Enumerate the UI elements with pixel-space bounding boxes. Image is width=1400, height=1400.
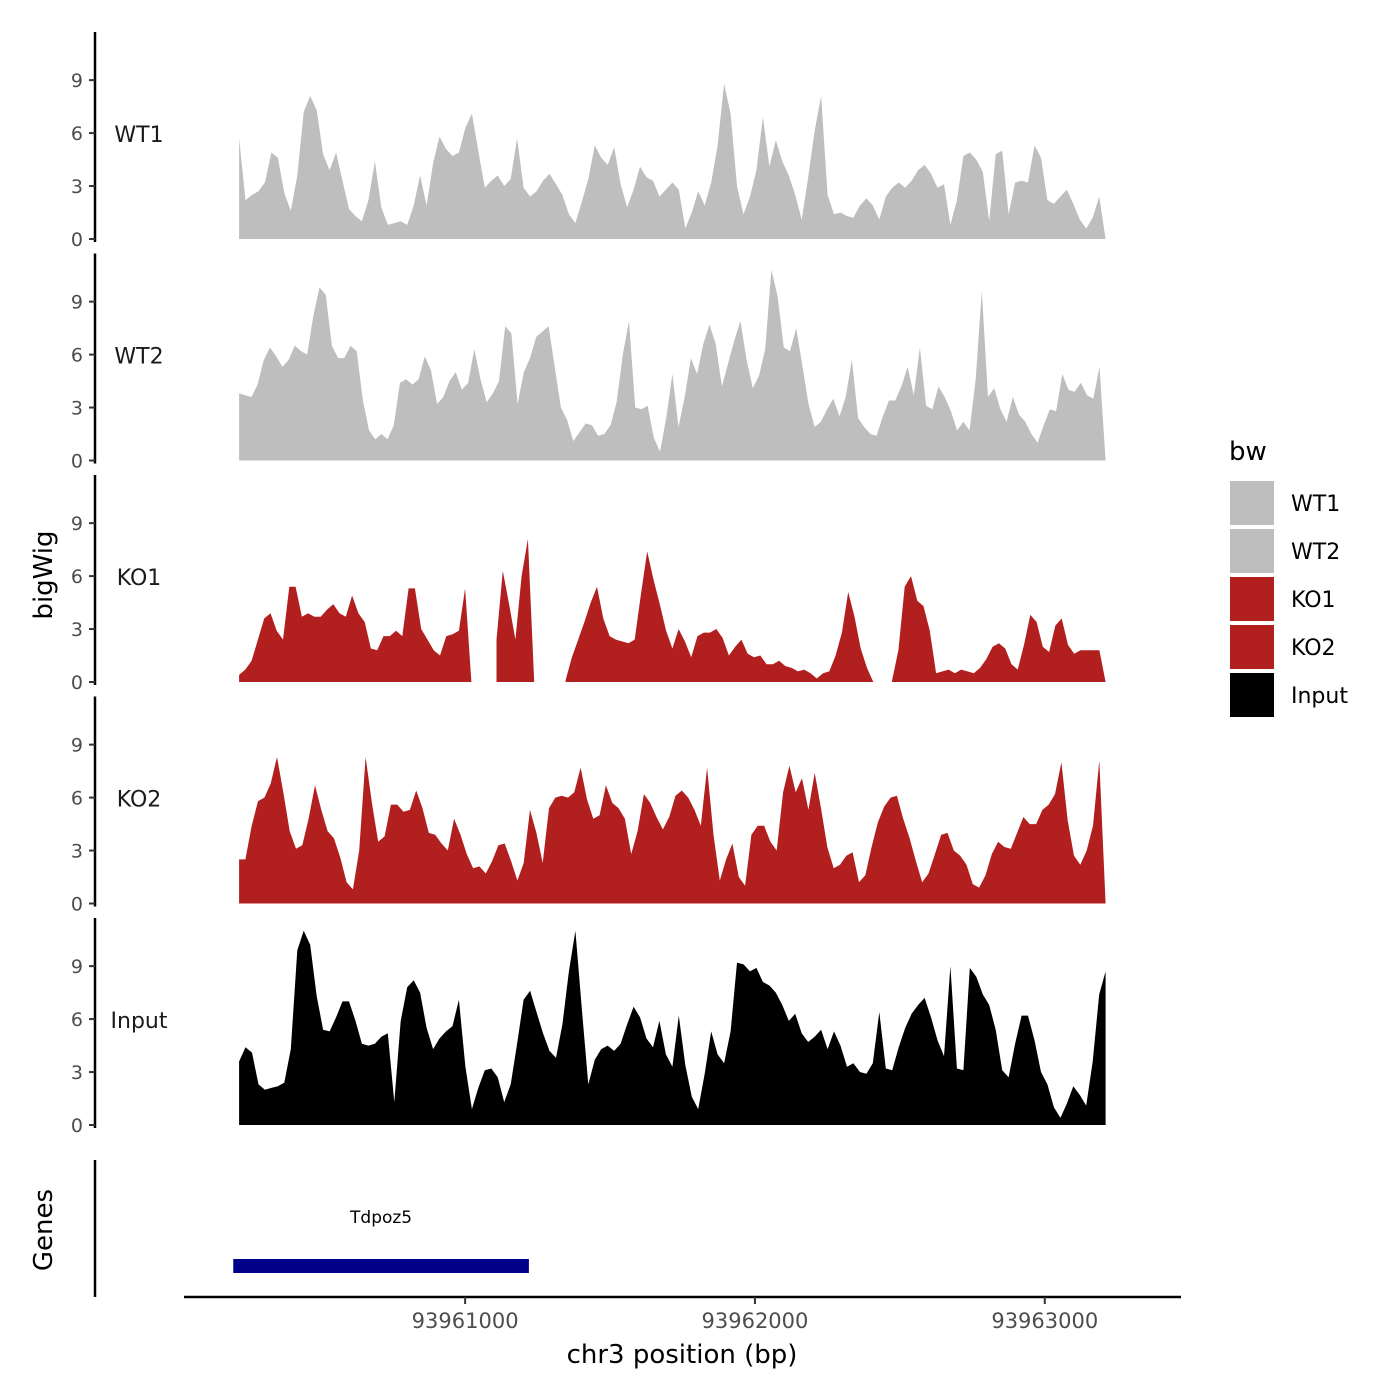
coverage-panels: 0 3 6 9 WT1 0 3 6 9 WT2 0 3 6 9 KO1 0 3 6 9 KO2 0 3 6 9 Input [71, 32, 1106, 1137]
genes-title: Genes [29, 1189, 59, 1271]
panel-label: KO1 [117, 566, 162, 591]
legend-item-wt2: WT2 [1228, 527, 1340, 575]
series-area-input [239, 930, 1106, 1125]
panel-ko1: 0 3 6 9 KO1 [71, 475, 1106, 694]
series-area-ko1 [239, 539, 1106, 682]
gene-label: Tdpoz5 [349, 1208, 412, 1228]
legend-swatch [1228, 575, 1276, 623]
y-tick-label: 0 [71, 229, 83, 251]
y-tick-label: 6 [71, 345, 83, 367]
y-tick-label: 3 [71, 841, 83, 863]
y-tick-label: 9 [71, 513, 83, 535]
y-axis-title: bigWig [29, 530, 59, 619]
panel-label: WT1 [114, 123, 163, 148]
legend-label: KO2 [1291, 636, 1336, 661]
y-tick-label: 3 [71, 176, 83, 198]
x-tick-label: 93962000 [702, 1309, 809, 1333]
gene-bar [233, 1259, 529, 1273]
panel-ko2: 0 3 6 9 KO2 [71, 696, 1106, 916]
legend-swatch [1228, 479, 1276, 527]
legend-item-wt1: WT1 [1228, 479, 1340, 527]
y-tick-label: 6 [71, 1009, 83, 1031]
x-tick-label: 93961000 [412, 1309, 519, 1333]
series-area-wt2 [239, 269, 1106, 461]
y-tick-label: 0 [71, 1115, 83, 1137]
legend-swatch [1228, 671, 1276, 719]
legend-label: WT1 [1291, 492, 1340, 517]
panel-wt1: 0 3 6 9 WT1 [71, 32, 1106, 251]
legend-swatch [1228, 527, 1276, 575]
y-tick-label: 6 [71, 123, 83, 145]
y-tick-label: 0 [71, 451, 83, 473]
series-area-ko2 [239, 757, 1106, 904]
legend-item-input: Input [1228, 671, 1348, 719]
y-tick-label: 6 [71, 566, 83, 588]
genes-track: Genes Tdpoz5 [29, 1160, 529, 1297]
panel-label: Input [111, 1009, 168, 1034]
legend-label: WT2 [1291, 540, 1340, 565]
panel-label: KO2 [117, 788, 162, 813]
panel-input: 0 3 6 9 Input [71, 918, 1106, 1137]
legend-swatch [1228, 623, 1276, 671]
y-tick-label: 3 [71, 619, 83, 641]
x-axis: 93961000 93962000 93963000 [184, 1295, 1181, 1333]
y-tick-label: 9 [71, 735, 83, 757]
legend-title: bw [1229, 437, 1267, 467]
y-tick-label: 9 [71, 956, 83, 978]
y-tick-label: 6 [71, 788, 83, 810]
y-tick-label: 9 [71, 292, 83, 314]
y-tick-label: 9 [71, 70, 83, 92]
legend-label: Input [1291, 684, 1348, 709]
y-tick-label: 0 [71, 672, 83, 694]
legend-item-ko1: KO1 [1228, 575, 1336, 623]
legend-item-ko2: KO2 [1228, 623, 1336, 671]
series-area-wt1 [239, 83, 1106, 239]
legend: bw WT1 WT2 KO1 KO2 Input [1228, 437, 1348, 719]
panel-label: WT2 [114, 345, 163, 370]
x-tick-label: 93963000 [991, 1309, 1098, 1333]
y-tick-label: 3 [71, 398, 83, 420]
legend-label: KO1 [1291, 588, 1336, 613]
y-tick-label: 3 [71, 1062, 83, 1084]
y-tick-label: 0 [71, 894, 83, 916]
panel-wt2: 0 3 6 9 WT2 [71, 253, 1106, 473]
x-axis-title: chr3 position (bp) [567, 1340, 798, 1370]
